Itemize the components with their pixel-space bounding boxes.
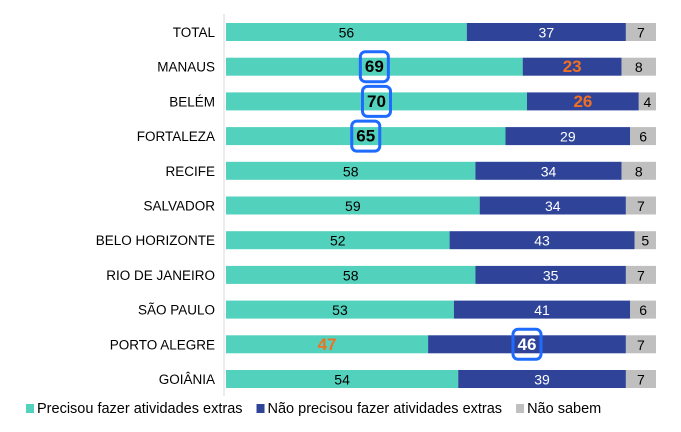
bar-segment <box>630 127 656 146</box>
data-label: 59 <box>345 198 361 214</box>
bar-segment <box>625 370 656 388</box>
data-label: 69 <box>365 57 384 76</box>
category-label: MANAUS <box>157 60 215 75</box>
category-label: BELO HORIZONTE <box>96 233 215 248</box>
data-label: 70 <box>367 92 386 111</box>
category-label: GOIÂNIA <box>159 372 215 387</box>
data-label: 23 <box>563 57 582 76</box>
highlight-box <box>358 50 390 84</box>
bar-segment <box>453 300 631 319</box>
legend-label: Não sabem <box>527 401 601 417</box>
data-label: 29 <box>560 129 576 145</box>
bar-segment <box>634 231 656 250</box>
bar-segment <box>226 127 506 146</box>
bar-segment <box>638 92 656 111</box>
bar-segment <box>226 92 527 111</box>
data-label: 37 <box>539 25 555 41</box>
legend-swatch <box>26 404 34 413</box>
bar-segment <box>226 300 454 319</box>
data-label: 35 <box>543 267 559 283</box>
data-label: 6 <box>639 302 647 318</box>
bar-segment <box>522 57 622 76</box>
data-label: 54 <box>334 372 350 388</box>
legend-label: Precisou fazer atividades extras <box>37 401 243 417</box>
bar-segment <box>458 370 626 388</box>
bar-segment <box>625 196 656 215</box>
data-label: 47 <box>318 335 337 354</box>
bar-segment <box>625 23 656 41</box>
category-label: PORTO ALEGRE <box>110 337 215 352</box>
category-label: BELÉM <box>169 94 215 109</box>
legend-swatch <box>256 404 265 413</box>
bar-segment <box>226 335 429 354</box>
bar-segment <box>630 300 656 319</box>
data-label: 8 <box>635 59 643 75</box>
data-label: 6 <box>639 129 647 145</box>
category-label: SALVADOR <box>143 199 215 214</box>
data-label: 7 <box>637 267 645 283</box>
data-label: 65 <box>356 127 375 146</box>
bar-segment <box>479 196 626 215</box>
data-label: 52 <box>330 233 346 249</box>
data-label: 34 <box>545 198 561 214</box>
data-label: 4 <box>644 94 652 110</box>
data-label: 8 <box>635 163 643 179</box>
category-label: RECIFE <box>165 164 215 179</box>
bar-segment <box>505 127 631 146</box>
data-label: 53 <box>332 302 348 318</box>
data-label: 58 <box>343 267 359 283</box>
bar-segment <box>449 231 635 250</box>
data-label: 7 <box>637 198 645 214</box>
category-label: FORTALEZA <box>137 129 215 144</box>
category-label: SÃO PAULO <box>138 303 215 318</box>
category-label: TOTAL <box>173 25 216 40</box>
legend-swatch <box>516 404 525 413</box>
bar-segment <box>527 92 639 111</box>
bar-segment <box>226 57 523 76</box>
bar-segment <box>226 370 459 388</box>
data-label: 41 <box>534 302 550 318</box>
data-label: 26 <box>573 92 592 111</box>
data-label: 7 <box>637 337 645 353</box>
bar-segment <box>226 161 476 180</box>
data-label: 46 <box>518 335 537 354</box>
bar-segment <box>226 231 450 250</box>
bar-segment <box>226 23 467 41</box>
highlight-box <box>361 84 392 118</box>
bar-segment <box>475 265 626 284</box>
data-label: 7 <box>637 372 645 388</box>
bar-segment <box>625 335 656 354</box>
bar-segment <box>475 161 622 180</box>
category-label: RIO DE JANEIRO <box>106 268 215 283</box>
bar-segment <box>466 23 626 41</box>
data-label: 56 <box>339 25 355 41</box>
bar-segment <box>621 57 656 76</box>
highlight-box <box>511 327 543 361</box>
data-label: 43 <box>534 233 550 249</box>
data-label: 39 <box>534 372 550 388</box>
highlight-box <box>350 119 382 153</box>
bar-segment <box>226 265 476 284</box>
data-label: 58 <box>343 163 359 179</box>
data-label: 34 <box>541 163 557 179</box>
bar-segment <box>625 265 656 284</box>
bar-segment <box>226 196 480 215</box>
legend-label: Não precisou fazer atividades extras <box>268 401 503 417</box>
data-label: 7 <box>637 25 645 41</box>
bar-segment <box>428 335 626 354</box>
data-label: 5 <box>641 233 649 249</box>
bar-segment <box>621 161 656 180</box>
